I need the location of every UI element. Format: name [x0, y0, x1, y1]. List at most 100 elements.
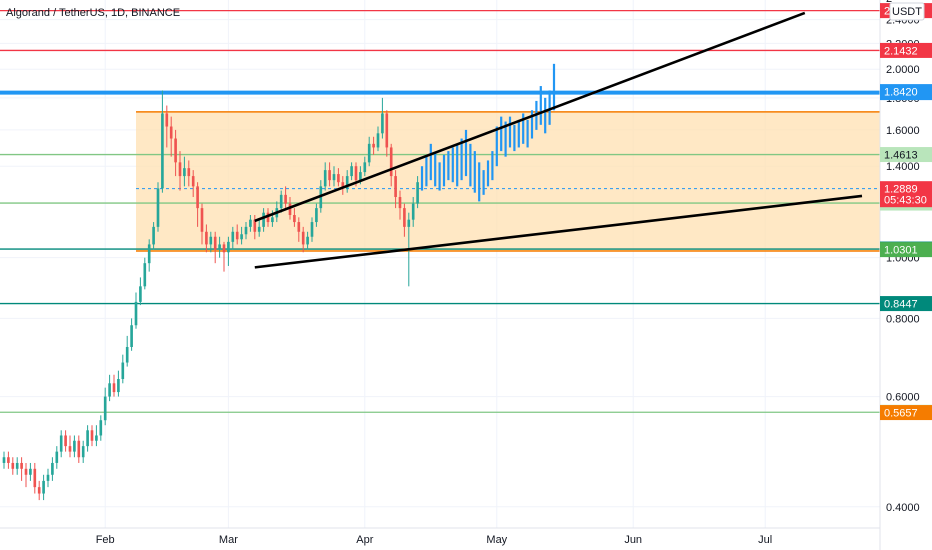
candle-body: [227, 241, 230, 253]
candle-body: [266, 212, 270, 223]
candle-body: [416, 182, 419, 204]
candle-body: [205, 231, 208, 245]
candle-body: [271, 217, 274, 223]
price-badge: [880, 405, 932, 421]
candle-body: [407, 219, 411, 227]
currency-label: USDT: [892, 6, 922, 18]
candle-body: [147, 244, 151, 264]
price-badge: [880, 42, 932, 58]
candle-body: [152, 226, 155, 245]
trendline: [254, 194, 863, 269]
price-badge-label: 2.1432: [884, 45, 918, 57]
candle-body: [389, 147, 393, 177]
candle-body: [156, 188, 160, 227]
last-price-label: 1.2889: [884, 184, 918, 196]
candle-body: [46, 474, 50, 481]
last-price-badge: [880, 181, 932, 208]
candle-body: [354, 166, 358, 181]
candle-body: [323, 170, 327, 187]
candle-body: [86, 430, 89, 447]
candle-body: [51, 462, 54, 475]
time-tick-label: Jun: [624, 534, 642, 546]
candle-body: [99, 420, 103, 436]
candle-body: [218, 244, 221, 250]
candle-body: [161, 113, 164, 189]
candle-body: [15, 462, 19, 469]
candle-body: [117, 379, 120, 393]
candle-body: [196, 186, 199, 209]
candle-body: [279, 194, 283, 209]
time-tick-label: Feb: [96, 534, 115, 546]
time-axis[interactable]: Feb Mar Apr May Jun Jul: [96, 534, 773, 546]
candle-body: [244, 226, 248, 235]
price-badge: [880, 84, 932, 100]
candle-body: [345, 176, 349, 189]
candle-body: [381, 113, 384, 134]
candle-body: [367, 143, 371, 163]
candle-body: [42, 480, 45, 494]
candle-body: [240, 234, 243, 240]
candle-body: [315, 208, 318, 223]
candle-body: [2, 457, 6, 463]
price-tick-label: 1.6000: [886, 125, 920, 137]
candle-body: [24, 468, 28, 475]
candle-body: [134, 301, 138, 326]
trendlines: [254, 11, 863, 269]
candle-body: [403, 208, 406, 227]
candle-body: [11, 462, 15, 469]
candle-body: [209, 236, 213, 245]
candle-body: [341, 182, 345, 189]
time-tick-label: May: [486, 534, 507, 546]
candle-body: [297, 222, 301, 232]
candle-body: [306, 236, 309, 245]
candle-body: [178, 162, 182, 177]
price-tick-label: 2.0000: [886, 64, 920, 76]
candle-body: [29, 468, 32, 475]
candle-body: [68, 446, 72, 452]
price-tick-label: 0.6000: [886, 392, 920, 404]
currency-badge[interactable]: [889, 2, 925, 21]
candle-body: [7, 457, 10, 463]
candle-body: [253, 219, 257, 232]
candle-body: [95, 435, 98, 441]
candle-body: [359, 172, 362, 181]
time-tick-label: Apr: [356, 534, 373, 546]
candle-body: [249, 219, 252, 227]
candle-body: [394, 176, 397, 198]
price-badge-label: 0.5657: [884, 408, 918, 420]
grid: [0, 0, 880, 528]
candle-body: [143, 263, 147, 287]
trendline: [254, 11, 806, 223]
candle-body: [81, 446, 85, 458]
candle-body: [288, 203, 292, 215]
candle-body: [183, 168, 186, 177]
price-tick-label: 1.4000: [886, 161, 920, 173]
candle-body: [262, 212, 265, 227]
candle-body: [332, 174, 336, 181]
candle-body: [411, 203, 415, 220]
candle-body: [20, 462, 23, 469]
candle-body: [165, 113, 169, 127]
candle-body: [376, 133, 380, 148]
price-tick-label: 0.4000: [886, 502, 920, 514]
candle-body: [284, 194, 287, 204]
candles: [2, 90, 419, 501]
candle-body: [398, 197, 402, 209]
candle-body: [372, 143, 375, 148]
candle-body: [293, 214, 296, 223]
candle-body: [77, 440, 81, 458]
candle-body: [174, 138, 177, 163]
candle-body: [33, 468, 37, 488]
price-badge-label: 0.8447: [884, 299, 918, 311]
candle-body: [125, 346, 129, 363]
candle-body: [231, 231, 235, 242]
chart-title: Algorand / TetherUS, 1D, BINANCE: [6, 7, 180, 19]
candle-body: [55, 451, 59, 463]
candle-body: [191, 176, 195, 187]
price-badge: [880, 147, 932, 163]
candle-body: [73, 440, 76, 452]
candle-body: [103, 396, 107, 421]
candle-body: [112, 383, 116, 393]
candle-body: [337, 174, 340, 183]
